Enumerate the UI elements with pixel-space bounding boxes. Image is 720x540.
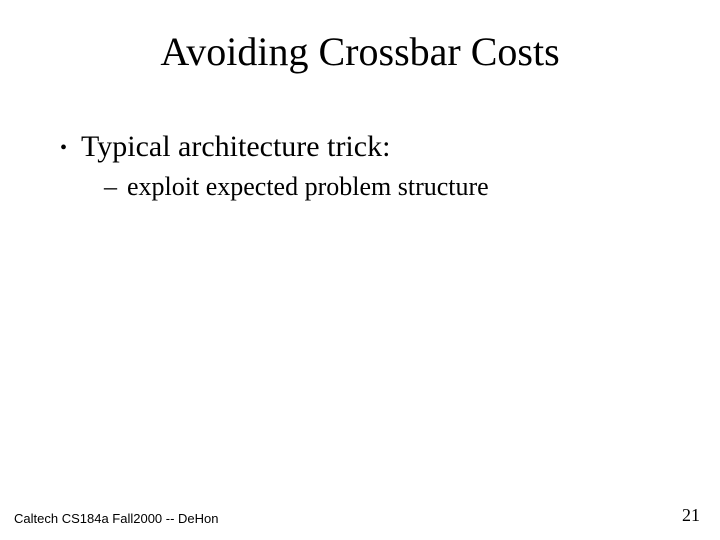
sub-bullet-item: – exploit expected problem structure xyxy=(104,172,660,202)
sub-bullet-marker: – xyxy=(104,172,117,202)
bullet-text: Typical architecture trick: xyxy=(81,130,390,164)
sub-bullet-text: exploit expected problem structure xyxy=(127,172,489,202)
slide: Avoiding Crossbar Costs • Typical archit… xyxy=(0,0,720,540)
slide-title: Avoiding Crossbar Costs xyxy=(0,28,720,75)
page-number: 21 xyxy=(682,505,700,526)
bullet-item: • Typical architecture trick: xyxy=(60,130,660,164)
bullet-marker: • xyxy=(60,138,67,158)
footer-left: Caltech CS184a Fall2000 -- DeHon xyxy=(14,511,219,526)
slide-body: • Typical architecture trick: – exploit … xyxy=(60,130,660,202)
